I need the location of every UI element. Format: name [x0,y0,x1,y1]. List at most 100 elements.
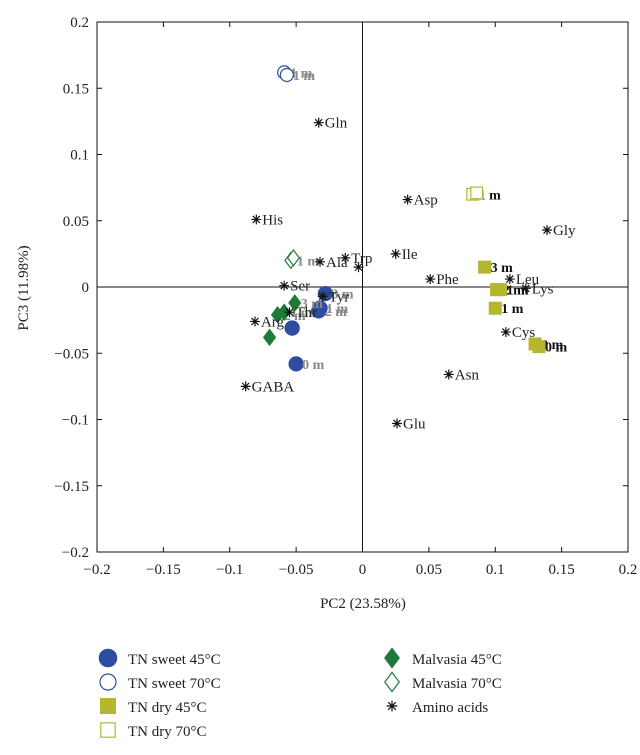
x-axis-label: PC2 (23.58%) [320,596,406,612]
data-point [470,186,484,200]
legend-label: TN sweet 45°C [128,652,221,668]
data-point [392,418,402,429]
data-point [286,249,301,267]
point-label: Gln [325,116,348,132]
data-point [284,307,295,318]
point-label: 2 m [325,305,348,320]
legend-label: Malvasia 45°C [412,652,502,668]
data-marks: 0 m2 m1 m3 m1 m1 m3 m1 m2 m1 m0 m0 m1 m2… [240,65,576,432]
legend-marker [99,673,117,691]
x-tick-label: −0.05 [279,562,314,578]
legend-marker [98,648,118,668]
y-tick-label: −0.05 [54,346,89,362]
point-label: Phe [436,272,459,288]
point-label: 1 m [507,284,530,299]
point-label: Ile [402,247,418,263]
x-tick-label: 0.2 [619,562,638,578]
data-point [425,274,436,284]
data-point [402,194,413,205]
legend-marker [384,671,400,693]
y-tick-label: 0 [82,280,90,296]
point-label: 0 m [545,341,568,356]
data-point [313,117,324,128]
y-tick-label: −0.1 [62,413,89,429]
point-label: Cys [512,325,536,341]
data-point [288,294,302,312]
data-point [488,301,502,315]
point-label: Trp [351,251,372,267]
y-tick-label: 0.05 [63,214,89,230]
point-label: Thr [295,305,317,321]
point-label: 1 m [326,302,349,317]
point-label: 1 m [297,255,320,270]
data-point [284,320,300,336]
legend-label: TN sweet 70°C [128,676,221,692]
x-tick-label: 0.05 [416,562,442,578]
data-point [279,280,290,291]
y-tick-label: 0.2 [70,15,89,31]
legend-marker [100,722,116,738]
data-point [312,300,328,316]
legend-marker [384,647,400,669]
legend-marker [100,698,116,714]
x-tick-label: 0.15 [549,562,575,578]
point-label: 0 m [541,338,564,353]
legend: TN sweet 45°C TN sweet 70°C TN dry 45°C TN … [98,647,502,740]
y-tick-label: −0.2 [62,545,89,561]
data-point [478,260,492,274]
point-label: Glu [403,416,426,432]
data-point [390,248,401,259]
data-point [520,283,531,294]
legend-label: TN dry 45°C [128,700,207,716]
axes: −0.2 −0.15 −0.1 −0.05 0 0.05 0.1 0.15 0.2 −0.2 −0.… [54,15,637,578]
data-point [315,256,325,267]
point-label: Leu [516,272,540,288]
y-tick-label: −0.15 [54,479,89,495]
data-point [532,340,546,354]
data-point [340,252,351,263]
x-tick-label: 0.1 [486,562,505,578]
point-label: His [262,212,283,228]
data-point [353,262,364,273]
point-label: Asn [455,367,480,383]
point-label: Asp [414,193,438,209]
point-label: 2 m [503,284,526,299]
point-label: Ser [290,279,310,295]
point-label: GABA [252,379,295,395]
point-label: 1 m [479,188,502,203]
point-label: Arg [261,314,285,330]
point-label: Gly [553,223,576,239]
data-point [251,214,262,225]
data-point [542,225,552,235]
data-point [500,327,511,337]
point-label: 0 m [302,358,325,373]
point-label: 3 m [331,288,354,303]
point-label: 3 m [301,297,324,312]
y-tick-label: 0.1 [70,148,89,164]
point-label: 1 m [293,69,316,84]
data-point [240,381,251,392]
x-tick-label: −0.2 [83,562,110,578]
point-label: Ala [326,255,348,271]
legend-marker [386,700,398,712]
data-point [288,356,304,372]
y-axis-label: PC3 (11.98%) [16,245,32,330]
data-point [250,316,260,327]
point-label: 1 m [501,302,524,317]
x-tick-label: −0.15 [146,562,181,578]
data-point [277,303,291,321]
data-point [504,274,515,284]
data-point [262,328,277,347]
legend-label: Malvasia 70°C [412,676,502,692]
y-tick-label: 0.15 [63,81,89,97]
point-label: Tyr [329,289,350,305]
data-point [494,283,508,297]
data-point [317,291,328,302]
data-point [443,369,454,380]
legend-label: TN dry 70°C [128,724,207,740]
point-label: 1 m [290,66,313,81]
point-label: 3 m [491,261,514,276]
x-tick-label: −0.1 [216,562,243,578]
